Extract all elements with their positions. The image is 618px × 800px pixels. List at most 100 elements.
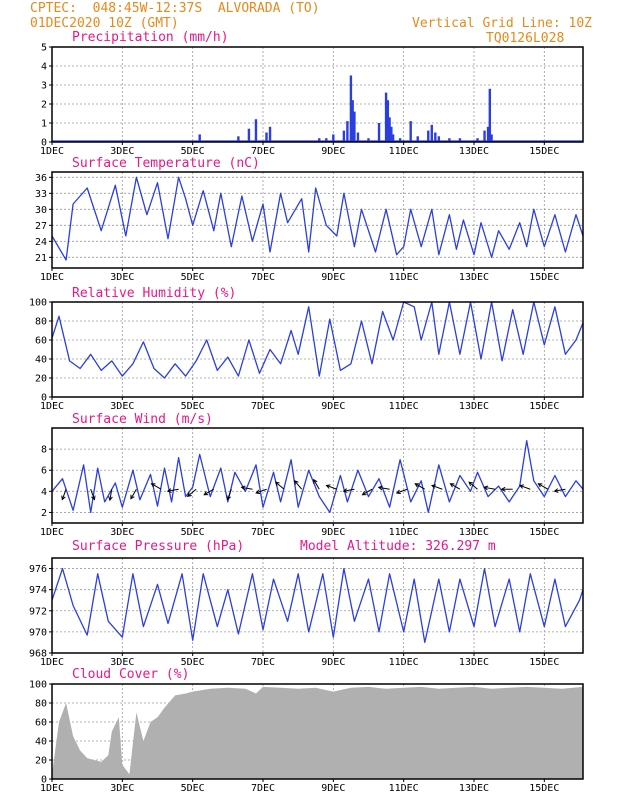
wind-vector-shaft — [519, 484, 531, 490]
panel-frame — [51, 46, 584, 143]
y-tick-label: 60 — [35, 718, 47, 729]
wind-vector-shaft — [378, 486, 390, 490]
panel-title: Relative Humidity (%) — [72, 286, 236, 301]
wind-vector-head — [431, 484, 437, 489]
precip-bar — [448, 138, 451, 142]
wind-vector-head — [186, 492, 192, 497]
x-tick-label: 3DEC — [110, 272, 134, 283]
wind-vector-head — [468, 481, 474, 487]
wind-vector-shaft — [343, 488, 355, 492]
header-station: CPTEC: 048:45W-12:37S ALVORADA (TO) — [30, 1, 320, 16]
y-tick-label: 21 — [35, 253, 47, 264]
y-tick-label: 976 — [29, 564, 47, 575]
y-tick-label: 20 — [35, 374, 47, 385]
precip-bar — [353, 111, 356, 142]
precip-bar — [458, 138, 462, 142]
precip-bar — [391, 134, 395, 142]
wind-vector-shaft — [187, 488, 197, 497]
precip-bar — [268, 126, 272, 142]
wind-vector-head — [395, 489, 401, 495]
y-tick-label: 100 — [29, 680, 47, 691]
wind-vector-head — [240, 485, 246, 491]
x-tick-label: 3DEC — [110, 783, 134, 794]
wind-vector-head — [91, 495, 96, 501]
precip-bar — [427, 130, 430, 142]
x-tick-label: 15DEC — [529, 272, 559, 283]
wind-vector-head — [377, 485, 383, 491]
wind-vector-shaft — [431, 484, 443, 490]
wind-vector-head — [274, 481, 280, 487]
x-tick-label: 15DEC — [529, 657, 559, 668]
y-tick-label: 80 — [35, 317, 47, 328]
precip-bar — [247, 128, 251, 142]
wind-vector-head — [150, 483, 156, 488]
wind-vector-head — [293, 479, 299, 485]
y-tick-label: 24 — [35, 237, 47, 248]
wind-vector — [537, 483, 549, 490]
wind-vector — [414, 483, 426, 490]
precip-bar — [483, 130, 486, 142]
x-tick-label: 9DEC — [321, 272, 345, 283]
wind-vector-head — [203, 491, 209, 496]
wind-vector-shaft — [90, 489, 95, 500]
wind-vector-head — [361, 491, 367, 496]
wind-vector — [226, 489, 232, 501]
y-tick-label: 0 — [41, 393, 47, 404]
header-code: TQ0126L028 — [486, 31, 565, 46]
x-tick-label: 13DEC — [459, 657, 489, 668]
wind-vector-shaft — [414, 483, 426, 490]
panel-3: 2 4 6 8 1DEC 3DEC 5DEC 7DEC 9DEC 11DEC 13DEC 15DEC S… — [40, 412, 584, 538]
precip-bar — [390, 126, 393, 142]
panel-title: Surface Pressure (hPa) — [72, 539, 244, 554]
series-line — [51, 567, 584, 644]
y-tick-label: 3 — [41, 81, 47, 92]
wind-vector — [240, 485, 253, 491]
header-grid-note: Vertical Grid Line: 10Z — [412, 16, 593, 31]
wind-vector-shaft — [538, 483, 549, 490]
wind-vector-head — [166, 488, 172, 493]
x-tick-label: 15DEC — [529, 401, 559, 412]
x-tick-label: 11DEC — [389, 527, 419, 538]
precip-bar — [349, 75, 353, 142]
wind-vector — [377, 485, 390, 491]
wind-vector-head — [518, 484, 524, 489]
precip-bar — [367, 138, 370, 142]
y-tick-label: 60 — [35, 336, 47, 347]
y-tick-label: 27 — [35, 221, 47, 232]
x-tick-label: 5DEC — [181, 401, 205, 412]
panel-frame — [51, 427, 584, 524]
y-tick-label: 4 — [41, 62, 47, 73]
precip-bar — [416, 136, 419, 142]
wind-vector-shaft — [151, 483, 162, 490]
x-tick-label: 5DEC — [181, 146, 205, 157]
x-tick-label: 3DEC — [110, 401, 134, 412]
precip-bar — [342, 130, 346, 142]
wind-vector-head — [449, 483, 455, 488]
precip-bar — [237, 136, 240, 142]
panel-5: 0 20 40 60 80 100 1DEC 3DEC 5DEC 7DEC 9DEC 11DEC 13D… — [29, 667, 584, 794]
x-tick-label: 7DEC — [251, 146, 275, 157]
wind-vector — [500, 486, 513, 492]
x-tick-label: 9DEC — [321, 783, 345, 794]
x-tick-label: 1DEC — [40, 146, 64, 157]
x-tick-label: 15DEC — [529, 146, 559, 157]
x-tick-label: 13DEC — [459, 783, 489, 794]
precip-bar — [346, 121, 349, 142]
y-tick-label: 0 — [41, 775, 47, 786]
wind-vector — [108, 489, 113, 502]
wind-vector-shaft — [450, 483, 461, 490]
wind-vector-shaft — [554, 488, 566, 492]
panel-title: Surface Wind (m/s) — [72, 412, 213, 427]
wind-vector-head — [108, 496, 113, 502]
x-tick-label: 15DEC — [529, 527, 559, 538]
wind-vector-head — [255, 489, 261, 495]
wind-vector — [325, 484, 338, 490]
precip-bar — [488, 88, 492, 142]
wind-vector-head — [342, 488, 348, 493]
wind-vector-head — [500, 486, 506, 492]
wind-vector — [395, 488, 408, 495]
wind-vector-shaft — [362, 488, 373, 496]
wind-vector-shaft — [484, 486, 496, 490]
x-tick-label: 1DEC — [40, 783, 64, 794]
wind-vector-shaft — [294, 480, 303, 490]
